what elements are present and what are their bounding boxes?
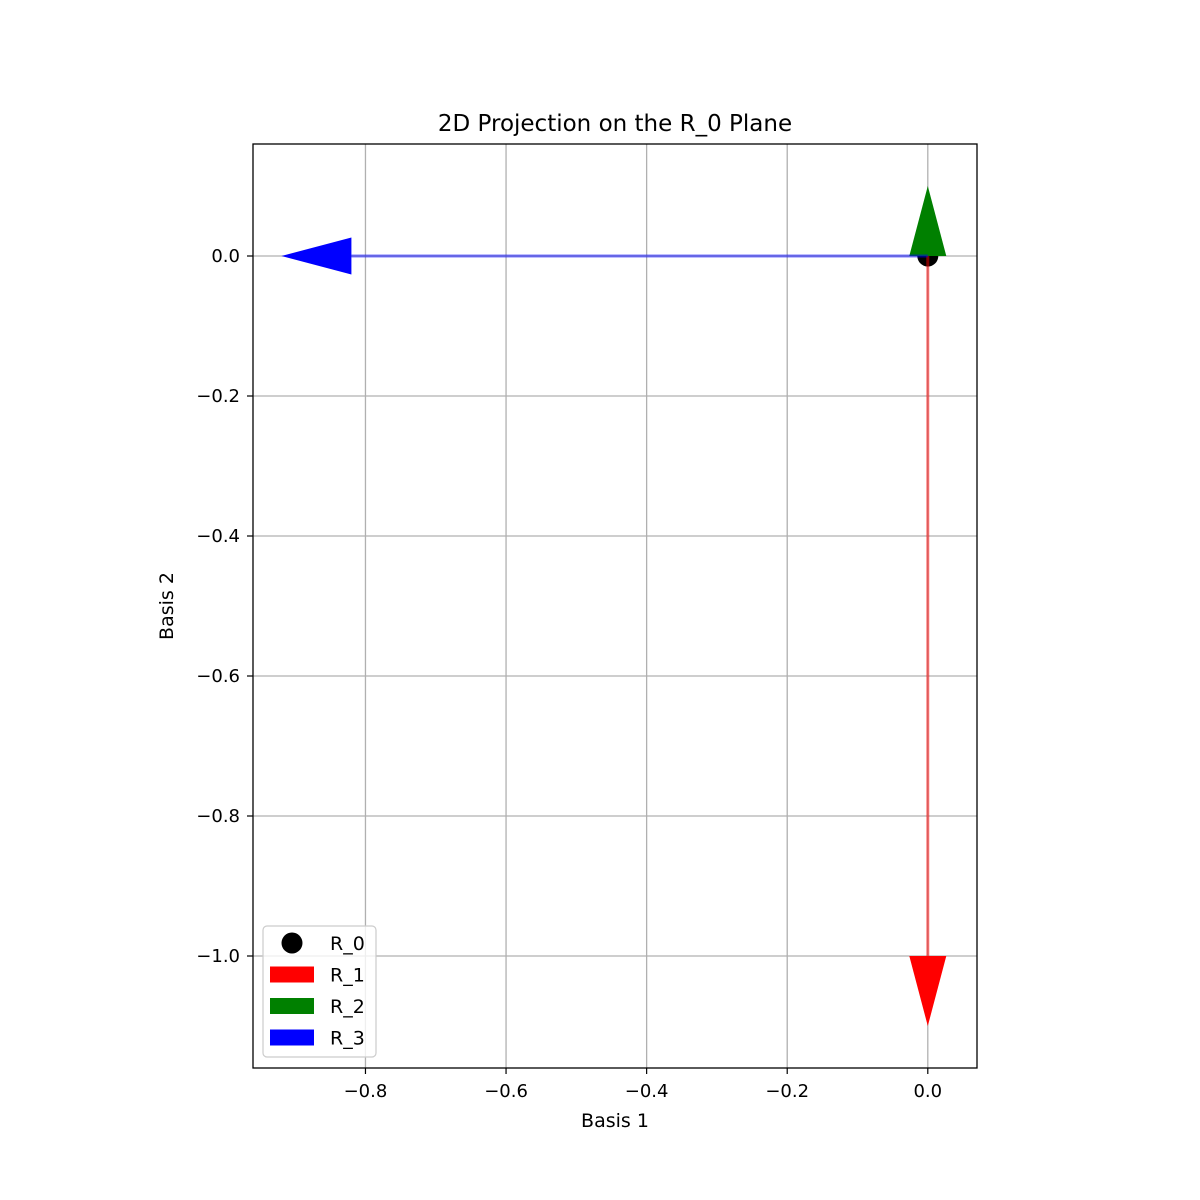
y-tick-label: −0.4 [196,526,240,547]
y-tick-label: −0.2 [196,386,240,407]
legend-swatch-r3 [270,1029,314,1046]
x-tick-label: −0.8 [344,1081,388,1102]
legend-label-r3: R_3 [330,1028,365,1050]
legend-label-r2: R_2 [330,996,365,1018]
y-tick-label: −1.0 [196,946,240,967]
plot-marks [281,186,947,1026]
x-tick-label: −0.2 [765,1081,809,1102]
legend-swatch-r1 [270,966,314,983]
plot-area [253,144,977,1068]
chart-title: 2D Projection on the R_0 Plane [438,111,792,137]
legend-frame [262,925,377,1058]
y-tick-label: −0.6 [196,666,240,687]
r3-arrow-head [281,237,352,275]
legend-swatch-r2 [270,998,314,1014]
y-axis-label: Basis 2 [156,572,178,640]
plot-frame [252,143,978,1069]
y-axis-ticks: 0.0 −0.2 −0.4 −0.6 −0.8 −1.0 [196,246,253,967]
legend: R_0 R_1 R_2 R_3 [262,925,377,1058]
r2-arrow-head [909,186,947,256]
legend-label-r1: R_1 [330,965,365,987]
x-axis-ticks: −0.8 −0.6 −0.4 −0.2 0.0 [344,1068,942,1102]
x-tick-label: −0.4 [625,1081,669,1102]
x-axis-label: Basis 1 [581,1110,649,1132]
legend-label-r0: R_0 [330,933,365,955]
y-tick-label: −0.8 [196,806,240,827]
x-tick-label: 0.0 [913,1081,942,1102]
legend-marker-r0 [281,932,303,954]
x-tick-label: −0.6 [484,1081,528,1102]
r1-arrow-head [909,956,947,1026]
y-tick-label: 0.0 [211,246,240,267]
